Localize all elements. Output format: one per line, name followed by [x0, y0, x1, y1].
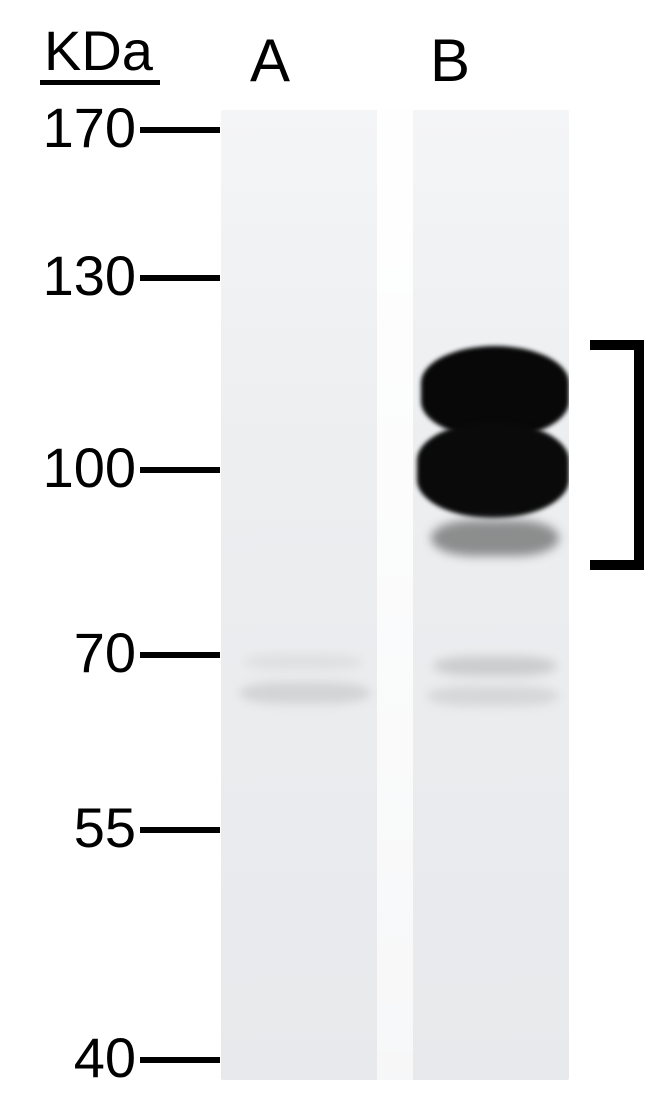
axis-unit-label: KDa [44, 18, 153, 83]
mw-marker-label: 170 [18, 95, 136, 160]
mw-marker-tick [140, 827, 220, 833]
blot-membrane [221, 110, 569, 1080]
mw-marker-tick [140, 652, 220, 658]
mw-marker-label: 40 [18, 1025, 136, 1090]
band-bracket [634, 340, 644, 570]
axis-unit-underline [40, 80, 160, 85]
lane-label: B [430, 26, 470, 95]
blot-band [239, 682, 371, 704]
band-bracket-bottom [590, 560, 644, 570]
mw-marker-tick [140, 275, 220, 281]
blot-band [433, 656, 557, 676]
blot-band [243, 654, 363, 670]
lane-separator [377, 110, 413, 1080]
mw-marker-label: 70 [18, 620, 136, 685]
mw-marker-label: 130 [18, 243, 136, 308]
blot-band [431, 520, 559, 556]
blot-band [427, 686, 559, 706]
band-bracket-top [590, 340, 644, 350]
mw-marker-tick [140, 127, 220, 133]
mw-marker-tick [140, 1057, 220, 1063]
mw-marker-label: 100 [18, 435, 136, 500]
mw-marker-tick [140, 467, 220, 473]
blot-band [417, 422, 569, 518]
figure-stage: KDa 170 130 100 70 55 40 A B [0, 0, 650, 1108]
lane-label: A [250, 26, 290, 95]
mw-marker-label: 55 [18, 795, 136, 860]
